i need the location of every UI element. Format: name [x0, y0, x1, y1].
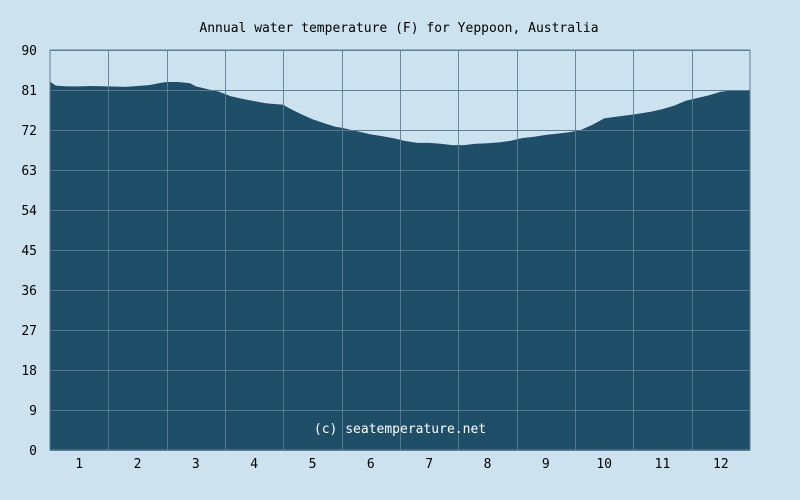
x-tick-label: 2 — [134, 457, 142, 472]
x-tick-label: 1 — [75, 457, 83, 472]
y-tick-label: 63 — [21, 164, 37, 179]
x-tick-label: 8 — [484, 457, 492, 472]
y-tick-label: 0 — [29, 444, 37, 459]
y-axis-tick-labels: 0 9 18 27 36 45 54 63 72 81 90 — [21, 44, 37, 459]
x-tick-label: 3 — [192, 457, 200, 472]
y-tick-label: 72 — [21, 124, 37, 139]
x-tick-label: 10 — [596, 457, 612, 472]
x-tick-label: 7 — [425, 457, 433, 472]
chart-title: Annual water temperature (F) for Yeppoon… — [199, 21, 598, 36]
y-tick-label: 27 — [21, 324, 37, 339]
x-tick-label: 6 — [367, 457, 375, 472]
plot-border — [49, 49, 751, 451]
x-tick-label: 5 — [309, 457, 317, 472]
y-tick-label: 90 — [21, 44, 37, 59]
y-tick-label: 36 — [21, 284, 37, 299]
x-tick-label: 9 — [542, 457, 550, 472]
x-tick-label: 12 — [713, 457, 729, 472]
y-tick-label: 54 — [21, 204, 37, 219]
y-tick-label: 9 — [29, 404, 37, 419]
x-axis-tick-labels: 1 2 3 4 5 6 7 8 9 10 11 12 — [75, 457, 728, 472]
x-tick-label: 4 — [250, 457, 258, 472]
x-tick-label: 11 — [655, 457, 671, 472]
y-tick-label: 18 — [21, 364, 37, 379]
watermark: (c) seatemperature.net — [314, 422, 486, 437]
y-tick-label: 81 — [21, 84, 37, 99]
y-tick-label: 45 — [21, 244, 37, 259]
